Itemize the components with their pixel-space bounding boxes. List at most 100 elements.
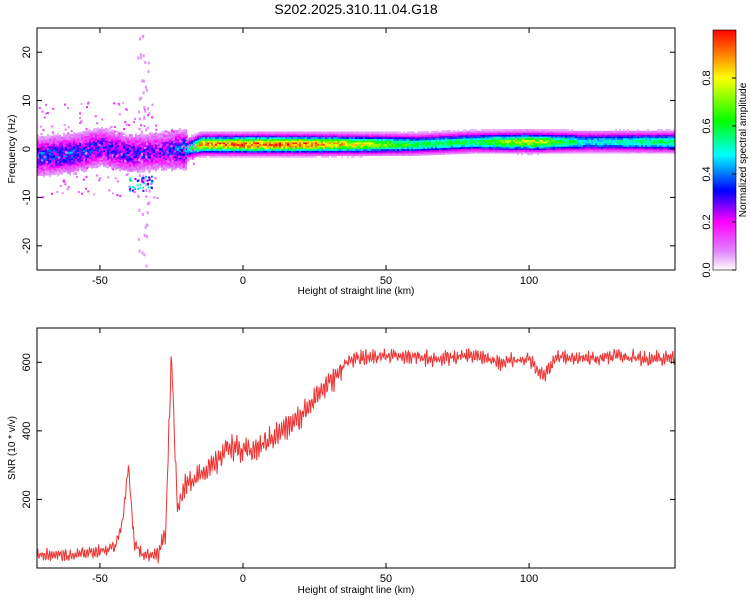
spectrogram-cell — [401, 143, 403, 146]
spectrogram-cell — [541, 139, 543, 142]
spectrogram-cell — [211, 131, 213, 134]
spectrogram-cell — [111, 138, 113, 141]
spectrogram-cell — [115, 147, 117, 150]
spectrogram-cell — [399, 136, 401, 140]
spectrogram-cell — [399, 143, 401, 146]
spectrogram-cell — [651, 144, 653, 147]
spectrogram-cell — [257, 131, 259, 134]
spectrogram-cell — [375, 138, 377, 141]
spectrogram-cell — [549, 149, 551, 152]
spectrogram-cell — [461, 151, 463, 154]
spectrogram-cell — [609, 146, 611, 149]
spectrogram-cell — [293, 150, 295, 153]
spectrogram-cell — [151, 167, 153, 171]
spectrogram-cell — [535, 144, 537, 147]
spectrogram-cell — [61, 166, 63, 170]
spectrogram-cell — [293, 134, 295, 138]
spectrogram-cell — [279, 140, 281, 143]
spectrogram-cell — [255, 153, 257, 156]
spectrogram-cell — [575, 137, 577, 140]
spectrogram-cell — [235, 134, 237, 138]
spectrogram-cell — [451, 141, 453, 145]
spectrogram-cell — [581, 149, 583, 152]
spectrogram-cell — [527, 152, 529, 156]
spectrogram-cell — [273, 134, 275, 138]
spectrogram-cell — [505, 149, 507, 152]
spectrogram-cell — [333, 145, 335, 148]
spectrogram-cell — [45, 162, 47, 166]
spectrogram-cell — [551, 134, 553, 137]
spectrogram-cell — [169, 155, 171, 159]
spectrogram-cell — [137, 165, 139, 168]
spectrogram-cell — [387, 151, 389, 155]
spectrogram-cell — [523, 130, 525, 134]
spectrogram-cell — [517, 135, 519, 139]
spectrogram-cell — [151, 160, 153, 164]
spectrogram-cell — [45, 135, 47, 139]
spectrogram-cell — [353, 148, 355, 151]
spectrogram-cell — [505, 139, 507, 142]
spectrogram-cell — [137, 153, 139, 157]
spectrogram-cell — [181, 149, 183, 153]
spectrogram-cell — [101, 137, 103, 140]
spectrogram-cell — [243, 150, 245, 153]
spectrogram-cell — [443, 140, 445, 143]
spectrogram-cell — [625, 135, 627, 139]
spectrogram-cell — [143, 141, 145, 144]
spectrogram-cell — [653, 139, 655, 142]
spectrogram-cell — [451, 152, 453, 155]
spectrogram-cell — [367, 140, 369, 143]
spectrogram-cell — [537, 139, 539, 142]
spectrogram-cell — [473, 137, 475, 140]
spectrogram-cell — [553, 139, 555, 142]
spectrogram-cell — [461, 146, 463, 149]
spectrogram-cell — [139, 170, 141, 173]
spectrogram-cell — [155, 147, 157, 150]
spectrogram-cell — [247, 155, 249, 158]
spectrogram-cell — [619, 140, 621, 144]
spectrogram-cell — [461, 139, 463, 143]
spectrogram-cell — [151, 157, 153, 160]
spectrogram-cell — [367, 148, 369, 151]
spectrogram-cell — [151, 147, 153, 150]
spectrogram-cell — [375, 148, 377, 151]
spectrogram-cell — [535, 134, 537, 137]
spectrogram-cell — [585, 134, 587, 137]
spectrogram-cell — [233, 151, 235, 155]
spectrogram-cell — [95, 158, 97, 161]
spectrogram-cell — [341, 141, 343, 145]
spectrogram-cell — [625, 146, 627, 149]
spectrogram-cell — [109, 164, 111, 168]
spectrogram-cell — [443, 150, 445, 154]
spectrogram-cell — [235, 133, 237, 136]
spectrogram-cell — [573, 151, 575, 154]
spectrogram-cell — [77, 154, 79, 157]
spectrogram-cell — [41, 136, 43, 139]
spectrogram-cell — [373, 141, 375, 145]
spectrogram-cell — [339, 146, 341, 150]
spectrogram-cell — [305, 133, 307, 136]
spectrogram-cell — [545, 139, 547, 142]
spectrogram-cell — [435, 145, 437, 149]
spectrogram-cell — [391, 150, 393, 153]
spectrogram-cell — [579, 140, 581, 144]
spectrogram-cell — [85, 149, 87, 152]
spectrogram-cell — [633, 130, 635, 134]
spectrogram-cell — [403, 140, 405, 143]
spectrogram-cell — [523, 135, 525, 139]
spectrogram-cell — [271, 143, 273, 146]
spectrogram-cell — [137, 136, 139, 140]
spectrogram-cell — [183, 163, 185, 166]
spectrogram-cell — [195, 151, 197, 155]
spectrogram-cell — [589, 144, 591, 147]
spectrogram-cell — [75, 160, 77, 163]
spectrogram-cell — [361, 146, 363, 150]
spectrogram-cell — [433, 144, 435, 147]
spectrogram-cell — [95, 151, 97, 155]
spectrogram-cell — [189, 157, 191, 160]
spectrogram-cell — [127, 169, 129, 172]
spectrogram-cell — [433, 151, 435, 154]
spectrogram-cell — [617, 137, 619, 140]
spectrogram-cell — [477, 132, 479, 135]
spectrogram-cell — [183, 134, 185, 137]
